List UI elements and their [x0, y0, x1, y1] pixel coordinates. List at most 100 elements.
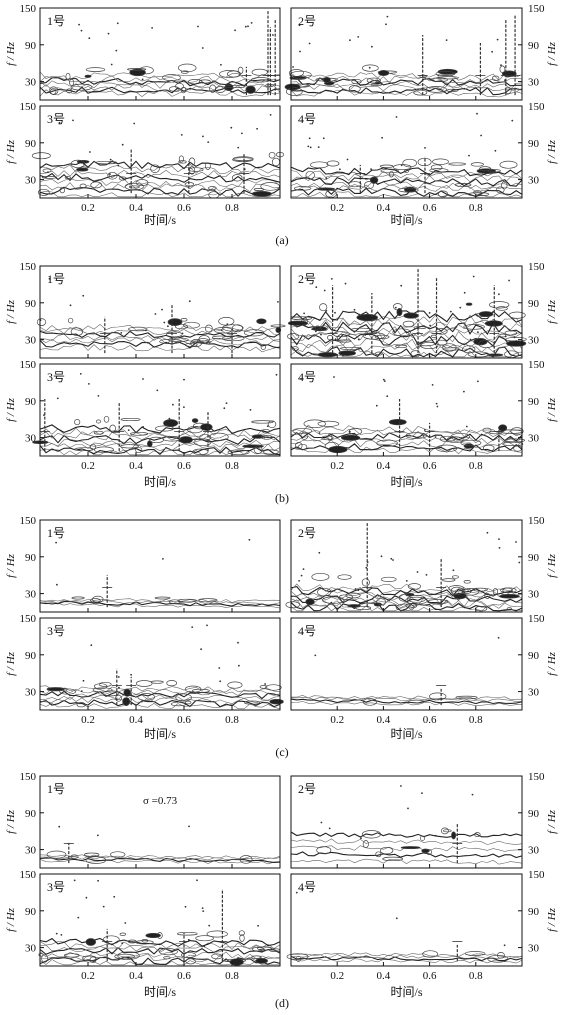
- contour-dot: [382, 378, 385, 381]
- contour-line: [290, 345, 523, 358]
- contour-island: [491, 75, 500, 81]
- contour-island: [162, 74, 181, 82]
- contour-dot: [154, 313, 157, 315]
- contour-dot: [80, 690, 83, 692]
- contour-island: [199, 433, 211, 441]
- contour-island: [191, 688, 210, 693]
- contour-island: [107, 171, 118, 180]
- y-tick-label: 30: [25, 589, 37, 601]
- contour-dot: [344, 282, 347, 285]
- contour-line: [290, 342, 523, 354]
- contour-island: [46, 850, 67, 859]
- contour-dot: [349, 39, 351, 42]
- contour-island: [269, 698, 284, 705]
- contour-island: [317, 587, 332, 597]
- contour-island: [178, 436, 193, 444]
- contour-island: [180, 70, 189, 74]
- contour-island: [362, 332, 386, 340]
- contour-dot: [434, 834, 437, 837]
- subplot-label: 4号: [298, 370, 316, 384]
- contour-dot: [386, 15, 389, 18]
- contour-island: [110, 851, 126, 858]
- x-tick-label: 0.4: [377, 460, 391, 472]
- contour-island: [145, 932, 161, 939]
- contour-island: [59, 688, 77, 695]
- contour-island: [148, 436, 164, 444]
- contour-island: [499, 160, 518, 169]
- contour-island: [361, 578, 370, 587]
- panel-caption: (b): [275, 491, 289, 505]
- contour-line: [291, 694, 523, 701]
- contour-island: [214, 85, 226, 93]
- subplot-0-0: 1号 30 90 150 f / Hz: [5, 3, 281, 101]
- contour-island: [333, 331, 350, 338]
- contour-dot: [248, 538, 251, 541]
- contour-island: [403, 169, 409, 174]
- contour-island: [361, 830, 381, 839]
- contour-island: [442, 347, 460, 351]
- contour-line: [39, 946, 281, 955]
- y-axis-label: f / Hz: [5, 139, 17, 164]
- contour-dot: [486, 531, 489, 534]
- contour-island: [339, 346, 362, 350]
- contour-dot: [206, 624, 208, 627]
- contour-island: [467, 351, 490, 358]
- sigma-annotation: σ =0.73: [143, 795, 178, 807]
- contour-island: [123, 688, 131, 697]
- contour-dot: [120, 332, 123, 334]
- contour-dot: [121, 143, 124, 146]
- contour-dot: [244, 25, 247, 28]
- contour-island: [244, 700, 261, 705]
- contour-island: [375, 351, 383, 356]
- contour-island: [437, 190, 449, 198]
- contour-dot: [110, 63, 113, 66]
- contour-island: [94, 446, 114, 454]
- y-tick-label: 90: [25, 552, 37, 564]
- x-tick-label: 0.4: [377, 970, 391, 982]
- contour-dot: [358, 313, 361, 316]
- contour-island: [305, 170, 315, 180]
- contour-island: [348, 428, 363, 435]
- contour-dot: [250, 22, 253, 24]
- contour-dot: [298, 24, 301, 27]
- x-tick-label: 0.4: [129, 202, 143, 214]
- contour-dot: [234, 29, 237, 32]
- subplot-label: 2号: [298, 782, 316, 796]
- subplot-label: 1号: [47, 526, 65, 540]
- contour-dot: [238, 664, 240, 667]
- contour-dot: [503, 944, 506, 947]
- y-tick-label: 30: [25, 77, 37, 89]
- contour-dot: [142, 426, 145, 428]
- subplot-3-0: 1号 30 90 150 f / Hz: [5, 771, 281, 869]
- contour-island: [183, 321, 200, 329]
- y-tick-label: 150: [20, 359, 37, 371]
- contour-dot: [511, 119, 514, 122]
- contour-island: [435, 71, 456, 77]
- contour-island: [124, 182, 144, 191]
- contour-island: [439, 435, 456, 443]
- contour-island: [67, 317, 74, 324]
- contour-island: [71, 596, 85, 600]
- y-tick-label: 150: [20, 613, 37, 625]
- contour-island: [407, 583, 421, 590]
- subplot-frame: [39, 265, 281, 359]
- contour-line: [290, 90, 523, 98]
- contour-dot: [109, 173, 111, 176]
- y-tick-label: 30: [25, 687, 37, 699]
- y-axis-label: f / Hz: [5, 651, 17, 676]
- contour-dot: [322, 137, 325, 140]
- contour-dot: [472, 275, 475, 278]
- contour-line: [290, 176, 523, 187]
- contour-line: [39, 434, 281, 445]
- contour-line: [39, 75, 281, 84]
- contour-island: [470, 162, 484, 167]
- contour-dot: [328, 827, 331, 830]
- contour-island: [128, 326, 148, 332]
- contour-island: [205, 162, 211, 170]
- contour-island: [403, 312, 419, 319]
- contour-dot: [315, 330, 317, 333]
- x-axis-label: 时间/s: [144, 985, 176, 999]
- contour-island: [455, 695, 478, 700]
- contour-line: [39, 944, 281, 953]
- contour-dot: [277, 301, 279, 303]
